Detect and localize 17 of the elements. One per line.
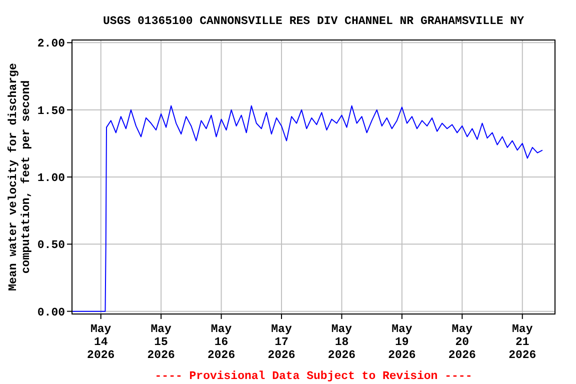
y-tick-label: 0.00	[37, 306, 66, 320]
x-tick-label: May 19 2026	[388, 323, 416, 362]
line-series	[72, 105, 543, 312]
x-tick-label: May 21 2026	[508, 323, 536, 362]
x-tick-label: May 14 2026	[87, 323, 115, 362]
y-tick-label: 1.50	[37, 104, 66, 118]
y-axis-title: Mean water velocity for discharge computation, feet per second	[7, 63, 33, 291]
x-tick-label: May 17 2026	[268, 323, 296, 362]
x-tick-label: May 18 2026	[328, 323, 356, 362]
y-tick-label: 2.00	[37, 38, 66, 51]
x-tick-label: May 20 2026	[448, 323, 476, 362]
x-tick-label: May 15 2026	[147, 323, 175, 362]
x-tick-label: May 16 2026	[207, 323, 236, 362]
y-tick-label: 0.50	[37, 239, 66, 252]
text: ---- Provisional Data Subject to Revision ----	[154, 370, 472, 383]
y-tick-label: 1.00	[37, 172, 66, 186]
chart-title: USGS 01365100 CANNONSVILLE RES DIV CHANNEL NR GRAHAMSVILLE NY	[103, 15, 524, 28]
